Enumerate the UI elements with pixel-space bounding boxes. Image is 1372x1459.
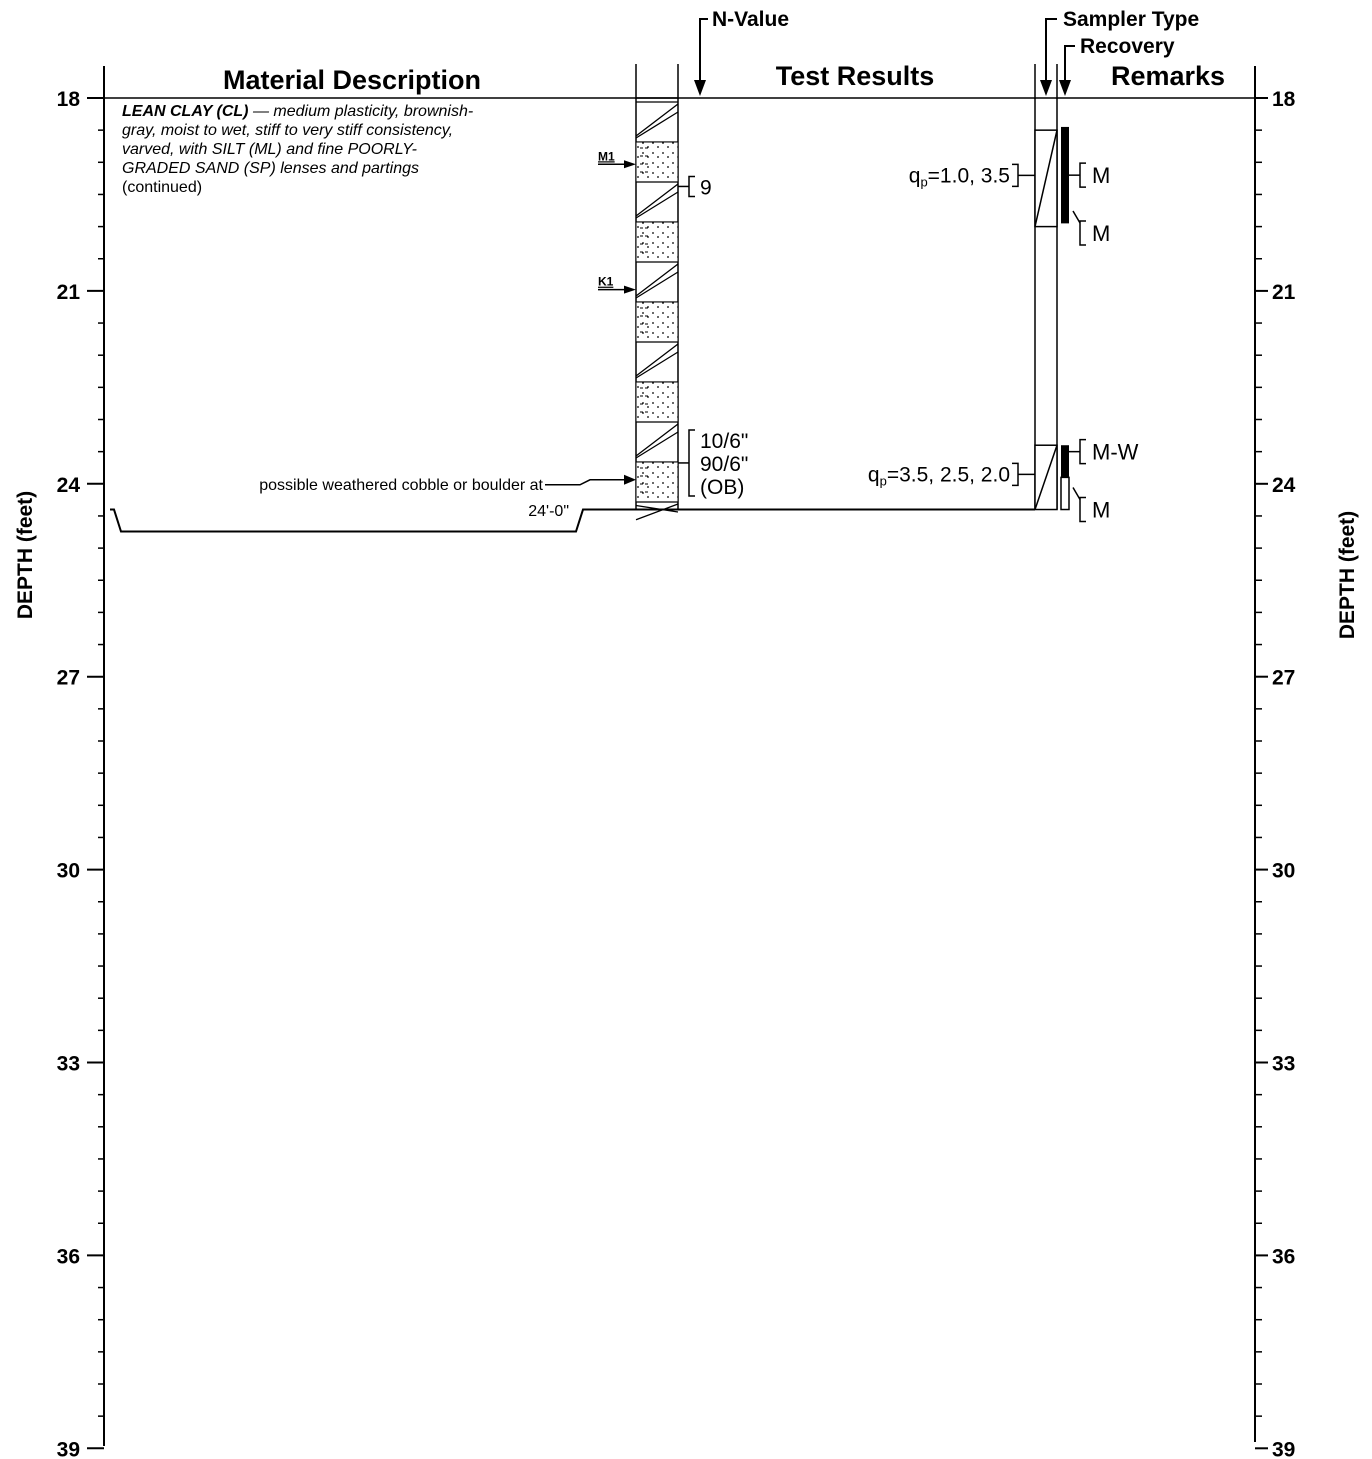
test-result-bracket bbox=[1012, 462, 1035, 487]
remark-text: M bbox=[1092, 221, 1110, 246]
sampler-diagonal bbox=[1034, 444, 1058, 510]
tick-label-left: 27 bbox=[57, 667, 80, 690]
tick-label-right: 39 bbox=[1272, 1438, 1295, 1459]
header-sampler-type: Sampler Type bbox=[1063, 8, 1199, 31]
tick-label-right: 21 bbox=[1272, 281, 1296, 304]
tick-label-left: 30 bbox=[57, 860, 80, 883]
remarks-column: M M M-W M bbox=[1069, 162, 1139, 523]
clay-layer bbox=[635, 341, 679, 383]
graphic-log-column bbox=[635, 97, 679, 521]
sand-silt-layer bbox=[635, 141, 679, 183]
recovery-no-recovery bbox=[1060, 476, 1070, 511]
remark-text: M bbox=[1092, 498, 1110, 523]
clay-layer bbox=[635, 181, 679, 223]
depth-ticks: 18 18 21 21 24 24 27 27 30 30 33 33 36 36 39 39 bbox=[57, 88, 1296, 1459]
tick-label-right: 30 bbox=[1272, 860, 1295, 883]
sand-silt-layer bbox=[635, 221, 679, 263]
boulder-note-leader bbox=[545, 479, 628, 486]
remark-text: M bbox=[1092, 163, 1110, 188]
clay-layer bbox=[635, 101, 679, 143]
tick-label-left: 36 bbox=[57, 1245, 80, 1268]
header-test-results: Test Results bbox=[776, 61, 935, 91]
tick-label-right: 24 bbox=[1272, 474, 1296, 497]
sampler-diagonal bbox=[1034, 129, 1058, 227]
tick-label-left: 33 bbox=[57, 1053, 80, 1076]
test-result-text: qp=1.0, 3.5 bbox=[909, 164, 1010, 189]
remark-bracket bbox=[1079, 162, 1086, 188]
boulder-note: possible weathered cobble or boulder at bbox=[259, 477, 543, 494]
marker-arrowhead bbox=[624, 160, 636, 169]
tick-label-right: 27 bbox=[1272, 667, 1295, 690]
n-value-bracket bbox=[688, 429, 695, 497]
n-value-bracket bbox=[688, 175, 695, 198]
header-material-description: Material Description bbox=[223, 65, 481, 95]
sand-silt-layer bbox=[635, 381, 679, 423]
boulder-note-depth: 24'-0" bbox=[528, 503, 569, 520]
marker-arrowhead bbox=[624, 285, 636, 294]
n-value-text: (OB) bbox=[700, 476, 744, 499]
n-value-text: 9 bbox=[700, 176, 712, 199]
description-continued: (continued) bbox=[122, 179, 202, 196]
sampler-column bbox=[1034, 98, 1070, 511]
remark-bracket bbox=[1079, 496, 1086, 523]
boring-end-line bbox=[110, 508, 1035, 533]
tick-label-left: 39 bbox=[57, 1438, 80, 1459]
boulder-note-arrowhead bbox=[624, 474, 636, 485]
stratum-description: LEAN CLAY (CL) — medium plasticity, brow… bbox=[122, 103, 478, 177]
remark-bracket bbox=[1079, 220, 1086, 246]
depth-axis-label-right: DEPTH (feet) bbox=[1336, 511, 1359, 639]
recovery-bar bbox=[1061, 126, 1069, 224]
clay-layer bbox=[635, 261, 679, 303]
recovery-bar bbox=[1061, 445, 1069, 478]
n-values: 9 10/6"90/6"(OB) bbox=[678, 175, 748, 499]
tick-label-left: 24 bbox=[57, 474, 81, 497]
depth-axis-label-left: DEPTH (feet) bbox=[14, 491, 37, 619]
tick-label-right: 36 bbox=[1272, 1245, 1295, 1268]
tick-label-right: 18 bbox=[1272, 88, 1296, 111]
header-leaders bbox=[699, 18, 1075, 84]
sand-silt-layer bbox=[635, 461, 679, 503]
remark-leader bbox=[1072, 210, 1081, 224]
marker-label: M1 bbox=[598, 149, 615, 163]
groundwater-markers: M1 K1 bbox=[598, 149, 636, 294]
test-result-text: qp=3.5, 2.5, 2.0 bbox=[868, 463, 1010, 488]
test-results: qp=1.0, 3.5 qp=3.5, 2.5, 2.0 bbox=[868, 163, 1035, 488]
header-arrowheads bbox=[694, 80, 1071, 96]
header-recovery: Recovery bbox=[1080, 35, 1175, 58]
column-dividers bbox=[635, 64, 1058, 99]
remark-text: M-W bbox=[1092, 440, 1139, 465]
header-n-value: N-Value bbox=[712, 8, 789, 31]
header-remarks: Remarks bbox=[1111, 61, 1225, 91]
remark-leader bbox=[1072, 487, 1081, 500]
test-result-bracket bbox=[1012, 163, 1035, 188]
remark-bracket bbox=[1079, 438, 1086, 465]
n-value-text: 90/6" bbox=[700, 453, 748, 476]
tick-label-left: 18 bbox=[57, 88, 81, 111]
n-value-text: 10/6" bbox=[700, 430, 748, 453]
tick-label-right: 33 bbox=[1272, 1053, 1295, 1076]
clay-layer bbox=[635, 421, 679, 463]
clay-layer bbox=[635, 501, 679, 521]
marker-label: K1 bbox=[598, 275, 614, 289]
tick-label-left: 21 bbox=[57, 281, 81, 304]
